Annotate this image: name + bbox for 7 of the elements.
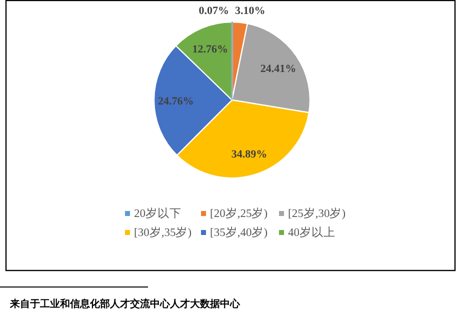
legend-label: 20岁以下	[134, 207, 182, 220]
legend-label: 40岁以上	[288, 226, 336, 239]
legend-label: [25岁,30岁)	[288, 207, 346, 220]
legend-label: [35岁,40岁)	[210, 226, 268, 239]
text: 来自于工业和信息化部人才交流中心人才大数据中心	[9, 298, 241, 310]
legend-label: [20岁,25岁)	[210, 207, 268, 220]
legend-label: [30岁,35岁)	[134, 226, 192, 239]
